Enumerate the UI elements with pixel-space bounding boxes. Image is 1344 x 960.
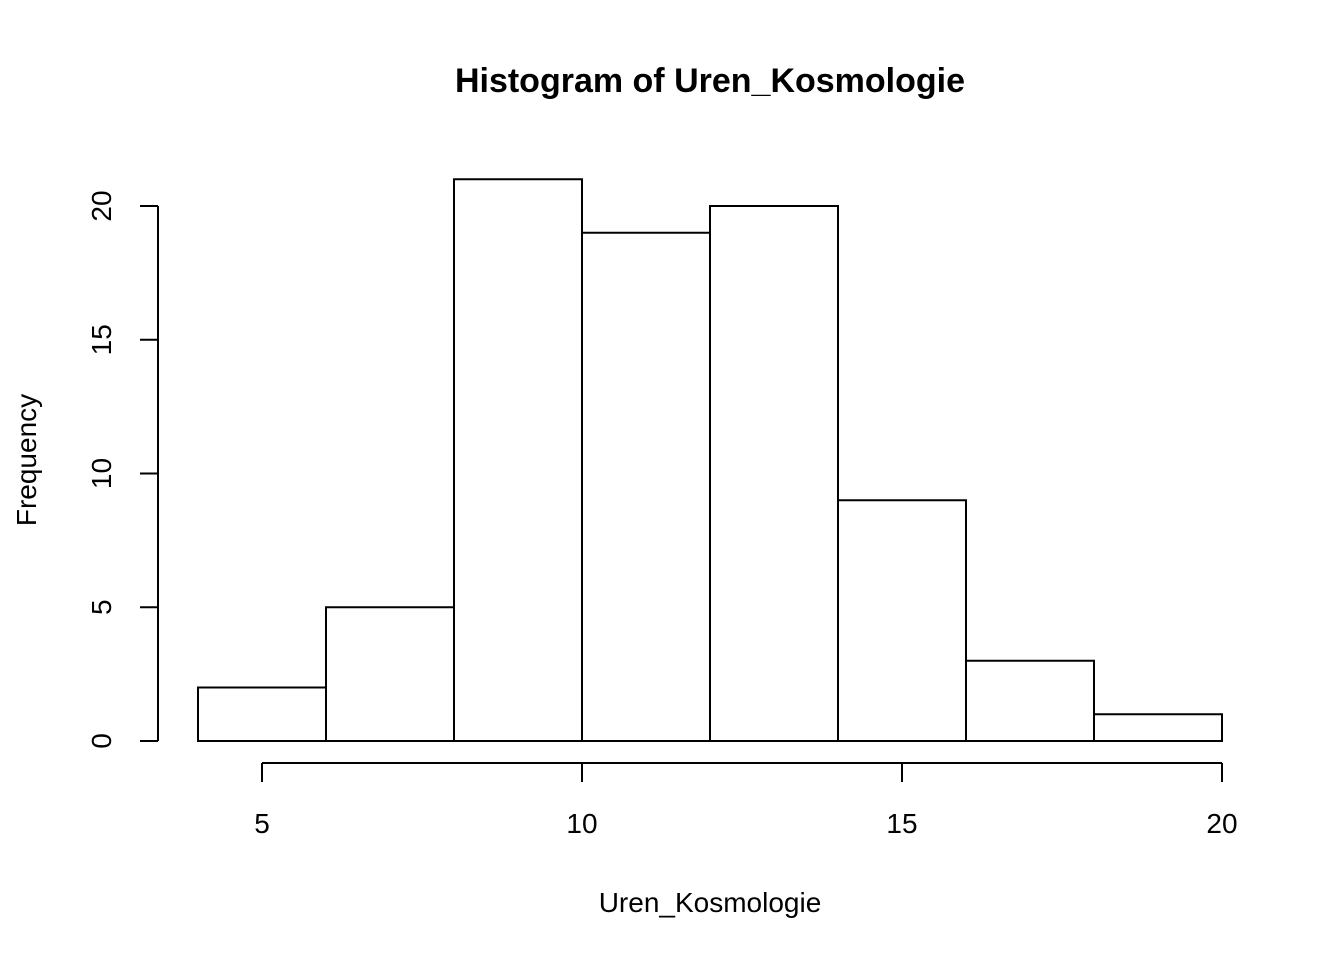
x-tick-label-5: 5 (254, 808, 270, 839)
x-tick-label-15: 15 (886, 808, 917, 839)
histogram-bar-7 (965, 659, 1095, 742)
histogram-bars (197, 178, 1223, 742)
histogram-bar-3 (453, 178, 583, 742)
y-axis-label: Frequency (11, 394, 42, 526)
x-tick-label-10: 10 (566, 808, 597, 839)
histogram-bar-8 (1093, 713, 1223, 742)
y-tick-label-5: 5 (86, 599, 117, 615)
y-tick-label-15: 15 (86, 324, 117, 355)
x-tick-label-20: 20 (1206, 808, 1237, 839)
histogram-bar-6 (837, 499, 967, 742)
histogram-bar-1 (197, 686, 327, 742)
histogram-bar-4 (581, 231, 711, 742)
y-axis: 0 5 10 15 20 (86, 190, 159, 749)
x-axis: 5 10 15 20 (254, 762, 1238, 839)
histogram-bar-5 (709, 205, 839, 742)
histogram-bar-2 (325, 606, 455, 742)
y-tick-label-0: 0 (86, 733, 117, 749)
y-tick-label-20: 20 (86, 190, 117, 221)
x-axis-label: Uren_Kosmologie (599, 887, 822, 918)
chart-title: Histogram of Uren_Kosmologie (455, 62, 965, 100)
y-tick-label-10: 10 (86, 458, 117, 489)
